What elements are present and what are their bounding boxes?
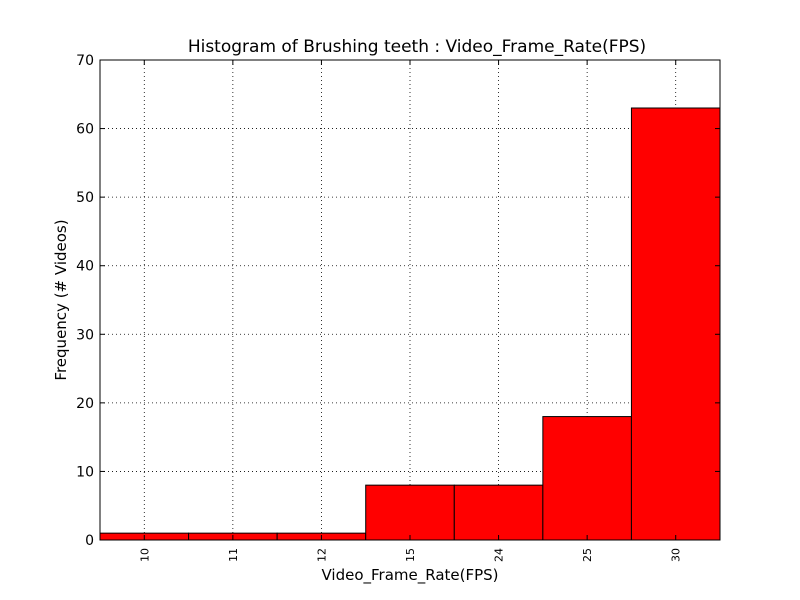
bar-30	[630, 107, 721, 541]
y-tick-label: 30	[76, 327, 94, 343]
chart-title: Histogram of Brushing teeth : Video_Fram…	[188, 37, 646, 57]
y-tick-label: 10	[76, 464, 94, 480]
x-tick-label: 24	[493, 548, 506, 562]
x-tick-label: 12	[315, 548, 328, 562]
axis-ticks: 0 10 20 30 40 50 60 70 10 11 12 15 24 25 30	[76, 53, 720, 562]
bar-24	[453, 484, 544, 541]
x-tick-label: 11	[227, 548, 240, 562]
y-axis-label: Frequency (# Videos)	[52, 219, 70, 380]
y-tick-label: 40	[76, 259, 94, 275]
y-tick-label: 0	[85, 533, 94, 549]
x-tick-label: 10	[138, 548, 151, 562]
x-tick-label: 15	[404, 548, 417, 562]
y-tick-label: 50	[76, 190, 94, 206]
bar-25	[542, 416, 632, 541]
x-axis-label: Video_Frame_Rate(FPS)	[321, 566, 498, 585]
y-tick-label: 60	[76, 122, 94, 138]
y-tick-label: 70	[76, 53, 94, 69]
x-tick-label: 25	[581, 548, 594, 562]
bars	[99, 107, 721, 541]
bar-15	[365, 484, 455, 541]
x-tick-label: 30	[670, 548, 683, 562]
y-tick-label: 20	[76, 396, 94, 412]
